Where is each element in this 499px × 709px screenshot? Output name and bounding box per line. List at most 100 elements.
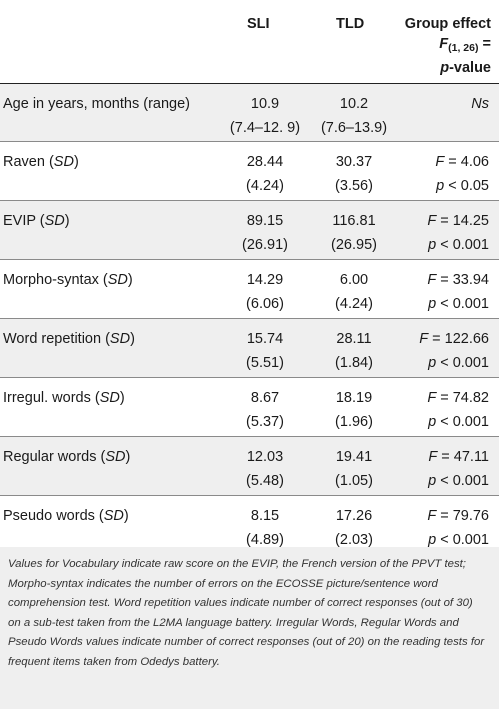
cell-tld: 30.37 (3.56) xyxy=(314,150,394,198)
cell-sli-sd: (7.4–12. 9) xyxy=(229,120,301,136)
cell-sli-sd: (5.51) xyxy=(246,355,284,371)
group-effect-f: F xyxy=(439,36,449,52)
group-effect-stat: F = 122.66 xyxy=(419,331,489,347)
table-row: Word repetition (SD) 15.74 (5.51) 28.11 (1.8… xyxy=(0,319,499,378)
column-header-tld: TLD xyxy=(336,16,365,32)
group-effect-p-value: p < 0.001 xyxy=(428,296,489,312)
cell-group-effect: F = 79.76 p < 0.001 xyxy=(359,504,489,552)
cell-sli-mean: 8.67 xyxy=(250,390,280,406)
table-row: Regular words (SD) 12.03 (5.48) 19.41 (1.05)… xyxy=(0,437,499,496)
cell-tld-sd: (7.6–13.9) xyxy=(320,120,388,136)
cell-sli: 8.15 (4.89) xyxy=(226,504,304,552)
row-label-sd: SD xyxy=(99,390,120,406)
cell-group-effect: F = 4.06 p < 0.05 xyxy=(359,150,489,198)
cell-tld-mean: 30.37 xyxy=(335,154,373,170)
cell-tld-mean: 18.19 xyxy=(335,390,373,406)
group-effect-p-value: p < 0.001 xyxy=(428,355,489,371)
row-label-text: Morpho-syntax ( xyxy=(3,272,108,288)
row-label-close-paren: ) xyxy=(130,331,135,347)
row-label-close-paren: ) xyxy=(119,390,125,406)
cell-sli-sd: (26.91) xyxy=(242,237,288,253)
row-label-sd: SD xyxy=(107,272,128,288)
cell-tld-sd: (1.96) xyxy=(335,414,373,430)
row-label: Age in years, months (range) xyxy=(3,92,190,116)
cell-group-effect: F = 122.66 p < 0.001 xyxy=(359,327,489,375)
cell-tld: 18.19 (1.96) xyxy=(314,386,394,434)
stat-symbol: p xyxy=(436,178,445,194)
table-row: Raven (SD) 28.44 (4.24) 30.37 (3.56) F = 4.06… xyxy=(0,142,499,201)
group-effect-stat: Ns xyxy=(471,96,489,112)
group-effect-stat: F = 33.94 xyxy=(427,272,489,288)
column-header-group-effect: Group effect F(1, 26) = p-value xyxy=(371,14,491,78)
cell-tld-sd: (1.84) xyxy=(335,355,373,371)
table-row: Irregul. words (SD) 8.67 (5.37) 18.19 (1.96)… xyxy=(0,378,499,437)
cell-tld-sd: (2.03) xyxy=(335,532,373,548)
cell-sli-mean: 14.29 xyxy=(246,272,284,288)
cell-sli: 89.15 (26.91) xyxy=(226,209,304,257)
row-label-close-paren: ) xyxy=(125,449,131,465)
group-effect-line2: F(1, 26) = xyxy=(371,34,491,58)
row-label-text: Irregul. words ( xyxy=(3,390,100,406)
cell-sli: 15.74 (5.51) xyxy=(226,327,304,375)
row-label-text: Word repetition ( xyxy=(3,331,110,347)
group-effect-line1: Group effect xyxy=(404,16,491,32)
table-row: EVIP (SD) 89.15 (26.91) 116.81 (26.95) F = 14… xyxy=(0,201,499,260)
cell-tld: 10.2 (7.6–13.9) xyxy=(314,92,394,140)
table-row: Morpho-syntax (SD) 14.29 (6.06) 6.00 (4.24) F… xyxy=(0,260,499,319)
cell-tld-mean: 19.41 xyxy=(335,449,373,465)
cell-tld-mean: 28.11 xyxy=(336,331,372,347)
table-footnote: Values for Vocabulary indicate raw score… xyxy=(0,547,499,709)
group-effect-eq: = xyxy=(478,36,491,52)
stat-symbol: p xyxy=(428,532,437,548)
group-effect-p-value: p < 0.05 xyxy=(436,178,489,194)
row-label-close-paren: ) xyxy=(127,272,133,288)
row-label-text: Age in years, months (range) xyxy=(3,96,190,112)
footnote-text: Values for Vocabulary indicate raw score… xyxy=(8,558,485,668)
cell-tld-mean: 17.26 xyxy=(335,508,373,524)
cell-tld-mean: 116.81 xyxy=(332,213,376,229)
row-label-text: Raven ( xyxy=(3,154,54,170)
cell-sli-sd: (5.48) xyxy=(246,473,284,489)
stat-symbol: F xyxy=(419,331,429,347)
stat-symbol: F xyxy=(427,390,437,406)
group-effect-stat: F = 74.82 xyxy=(427,390,489,406)
row-label: Regular words (SD) xyxy=(3,445,130,469)
cell-tld: 17.26 (2.03) xyxy=(314,504,394,552)
row-label: Morpho-syntax (SD) xyxy=(3,268,133,292)
cell-group-effect: F = 74.82 p < 0.001 xyxy=(359,386,489,434)
cell-sli-sd: (5.37) xyxy=(246,414,284,430)
cell-sli-mean: 28.44 xyxy=(246,154,284,170)
row-label-close-paren: ) xyxy=(123,508,129,524)
row-label-close-paren: ) xyxy=(73,154,79,170)
group-effect-p-value: p < 0.001 xyxy=(428,532,489,548)
table-header: SLI TLD Group effect F(1, 26) = p-value xyxy=(0,0,499,84)
column-header-sli: SLI xyxy=(247,16,270,32)
stat-symbol: p xyxy=(428,237,437,253)
row-label-text: EVIP ( xyxy=(3,213,45,229)
stat-symbol: p xyxy=(428,473,437,489)
cell-tld-sd: (1.05) xyxy=(335,473,373,489)
row-label: EVIP (SD) xyxy=(3,209,70,233)
table-body: Age in years, months (range) 10.9 (7.4–12.… xyxy=(0,84,499,553)
row-label-text: Regular words ( xyxy=(3,449,106,465)
stat-symbol: F xyxy=(427,213,437,229)
group-effect-p: p xyxy=(440,60,450,76)
cell-group-effect: F = 14.25 p < 0.001 xyxy=(359,209,489,257)
cell-sli: 10.9 (7.4–12. 9) xyxy=(226,92,304,140)
group-effect-df: (1, 26) xyxy=(448,42,479,54)
group-effect-stat: F = 14.25 xyxy=(427,213,489,229)
table-row: Pseudo words (SD) 8.15 (4.89) 17.26 (2.03) F … xyxy=(0,496,499,553)
stat-symbol: p xyxy=(428,296,437,312)
cell-tld-sd: (3.56) xyxy=(335,178,373,194)
row-label-close-paren: ) xyxy=(64,213,70,229)
cell-group-effect: F = 33.94 p < 0.001 xyxy=(359,268,489,316)
cell-sli: 28.44 (4.24) xyxy=(226,150,304,198)
group-effect-p-value: p < 0.001 xyxy=(428,414,489,430)
stat-symbol: F xyxy=(435,154,445,170)
cell-sli: 12.03 (5.48) xyxy=(226,445,304,493)
group-effect-stat: F = 4.06 xyxy=(435,154,489,170)
cell-tld-mean: 6.00 xyxy=(339,272,369,288)
cell-tld: 6.00 (4.24) xyxy=(314,268,394,316)
row-label-sd: SD xyxy=(44,213,65,229)
cell-sli: 8.67 (5.37) xyxy=(226,386,304,434)
